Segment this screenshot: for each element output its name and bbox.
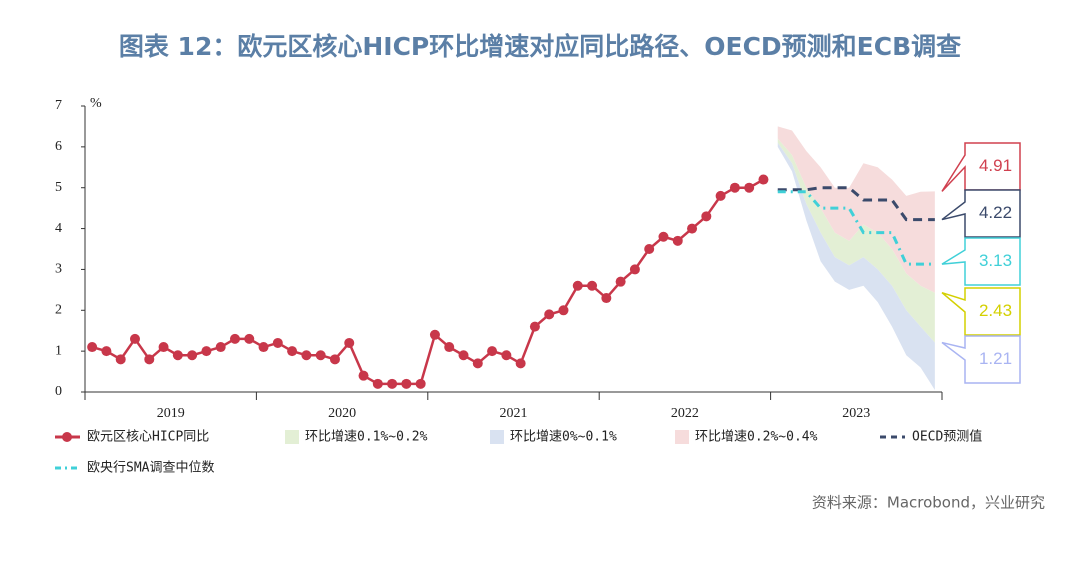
x-tick-label: 2019 xyxy=(157,406,185,421)
callout-box xyxy=(941,237,1021,286)
data-point xyxy=(115,354,126,365)
x-tick-label: 2023 xyxy=(842,406,870,421)
data-point xyxy=(144,354,155,365)
legend-label: 欧元区核心HICP同比 xyxy=(87,430,209,445)
callout-label: 1.21 xyxy=(979,349,1012,368)
y-axis-label: % xyxy=(90,96,102,111)
data-point xyxy=(287,346,298,357)
data-point xyxy=(472,358,483,369)
y-tick-label: 2 xyxy=(55,303,62,318)
data-point xyxy=(215,342,226,353)
data-point xyxy=(458,350,469,361)
y-tick-label: 4 xyxy=(55,221,62,236)
data-point xyxy=(644,244,655,254)
data-point xyxy=(201,346,212,357)
data-point xyxy=(501,350,512,361)
band-area xyxy=(777,138,935,343)
data-point xyxy=(601,293,612,304)
y-tick-label: 6 xyxy=(55,139,62,154)
legend-label: 环比增速0.1%~0.2% xyxy=(305,430,428,445)
series-line xyxy=(777,190,935,266)
data-point xyxy=(87,342,98,353)
legend-label: OECD预测值 xyxy=(912,429,982,445)
data-point xyxy=(558,305,569,316)
data-point xyxy=(758,174,769,185)
data-point xyxy=(258,342,269,353)
data-point xyxy=(387,378,398,389)
legend-label: 环比增速0%~0.1% xyxy=(510,430,617,445)
data-point xyxy=(158,342,169,353)
x-tick-label: 2021 xyxy=(500,406,528,421)
data-point xyxy=(587,280,598,291)
x-tick-label: 2022 xyxy=(671,406,699,421)
data-point xyxy=(701,211,712,222)
data-point xyxy=(229,333,240,344)
chart-title: 图表 12：欧元区核心HICP环比增速对应同比路径、OECD预测和ECB调查 xyxy=(119,32,961,61)
data-point xyxy=(658,231,669,242)
legend-swatch xyxy=(675,430,689,444)
data-point xyxy=(729,182,740,193)
legend-swatch xyxy=(285,430,299,444)
data-point xyxy=(315,350,326,361)
data-point xyxy=(358,370,369,381)
y-tick-label: 0 xyxy=(55,384,62,399)
data-point xyxy=(244,333,255,344)
data-point xyxy=(487,346,498,357)
data-point xyxy=(615,276,626,287)
data-point xyxy=(129,333,140,344)
data-point xyxy=(672,235,683,246)
y-tick-label: 3 xyxy=(55,262,62,277)
data-point xyxy=(515,358,526,369)
source: 资料来源：Macrobond，兴业研究 xyxy=(812,494,1045,512)
legend-swatch xyxy=(490,430,504,444)
data-point xyxy=(629,264,640,275)
series-line xyxy=(777,186,935,222)
band-area xyxy=(777,126,935,293)
data-point xyxy=(444,342,455,353)
data-point xyxy=(744,182,755,193)
data-point xyxy=(415,378,426,389)
data-point xyxy=(529,321,540,332)
legend-label: 环比增速0.2%~0.4% xyxy=(695,430,818,445)
data-point xyxy=(687,223,698,234)
data-point xyxy=(329,354,340,365)
data-point xyxy=(401,378,412,389)
x-tick-label: 2020 xyxy=(328,406,356,421)
data-point xyxy=(272,337,283,348)
band-area xyxy=(777,142,935,390)
data-point xyxy=(372,378,383,389)
callout-box xyxy=(941,189,1021,238)
y-tick-label: 7 xyxy=(55,98,62,113)
legend-label: 欧央行SMA调查中位数 xyxy=(87,461,214,476)
callout-box xyxy=(941,287,1021,336)
legend-marker xyxy=(62,432,72,442)
data-point xyxy=(344,337,355,348)
data-point xyxy=(429,329,440,340)
callout-label: 2.43 xyxy=(979,301,1012,320)
callout-label: 3.13 xyxy=(979,251,1012,270)
callout-label: 4.91 xyxy=(979,156,1012,175)
data-point xyxy=(301,350,312,361)
callout-label: 4.22 xyxy=(979,203,1012,222)
data-point xyxy=(187,350,198,361)
data-point xyxy=(572,280,583,291)
data-point xyxy=(715,190,726,201)
callout-box xyxy=(941,142,1021,192)
callout-box xyxy=(941,335,1021,384)
data-point xyxy=(544,309,555,320)
y-tick-label: 1 xyxy=(55,343,62,358)
data-point xyxy=(101,346,112,357)
y-tick-label: 5 xyxy=(55,180,62,195)
data-point xyxy=(172,350,183,361)
